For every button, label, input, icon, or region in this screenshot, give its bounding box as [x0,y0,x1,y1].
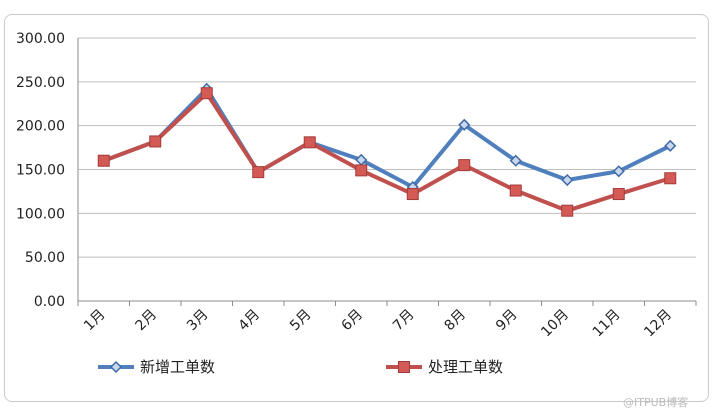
x-tick-label: 8月 [442,307,470,335]
series-line [101,86,673,190]
x-tick-label: 9月 [493,307,521,335]
series-line [101,91,673,213]
x-tick-label: 12月 [641,307,675,341]
data-point [664,139,677,152]
x-tick-label: 6月 [339,307,367,335]
data-point [561,173,574,187]
series-1 [97,82,677,194]
data-point [458,159,471,172]
data-point [97,154,110,167]
legend-label: 处理工单数 [428,358,503,376]
data-point [458,118,471,131]
data-point [303,136,316,149]
data-point [509,184,522,197]
data-point [612,165,625,178]
legend-item-2: 处理工单数 [386,358,503,376]
x-tick-label: 2月 [133,307,161,335]
x-tick-label: 7月 [390,307,418,335]
data-point [612,188,625,201]
data-point [355,164,368,177]
x-tick-label: 3月 [184,307,212,335]
legend-item-1: 新增工单数 [98,358,215,376]
legend: 新增工单数 处理工单数 [98,358,503,376]
data-point [398,361,410,373]
data-point [149,135,162,148]
data-point [406,188,419,201]
x-tick-label: 10月 [538,307,572,341]
legend-label: 新增工单数 [140,358,215,376]
y-tick-label: 200.00 [16,119,65,135]
x-tick-label: 5月 [287,307,315,335]
series-lines [97,82,677,217]
data-point [109,360,123,374]
x-axis-ticks: 1月 2月 3月 4月 5月 6月 7月 8月 9月 10月 11月 12月 [77,301,697,341]
y-tick-label: 150.00 [16,163,65,179]
gridlines [77,37,696,302]
y-tick-label: 100.00 [16,206,65,222]
chart-frame [4,14,709,402]
y-tick-label: 50.00 [25,250,65,266]
data-point [252,166,265,179]
data-point [561,204,574,217]
data-point [200,87,213,100]
x-tick-label: 4月 [236,307,264,335]
data-point [509,154,522,167]
x-tick-label: 11月 [590,307,624,341]
y-tick-label: 250.00 [16,75,65,91]
watermark: @ITPUB博客 [623,395,688,409]
series-2 [97,87,677,217]
data-point [664,172,677,185]
y-axis-ticks: 0.00 50.00 100.00 150.00 200.00 250.00 300.00 [16,31,65,310]
y-tick-label: 300.00 [16,31,65,47]
y-tick-label: 0.00 [34,294,65,310]
x-tick-label: 1月 [81,307,109,335]
